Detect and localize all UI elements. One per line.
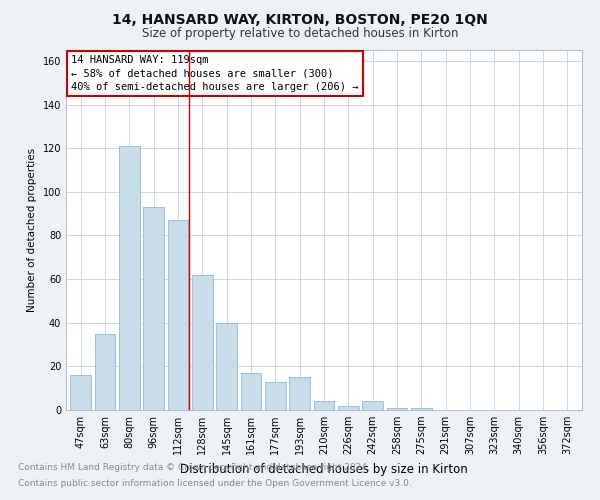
Bar	[192, 274, 212, 410]
Bar	[289, 378, 310, 410]
Bar	[241, 373, 262, 410]
Bar	[314, 402, 334, 410]
Text: Contains HM Land Registry data © Crown copyright and database right 2024.: Contains HM Land Registry data © Crown c…	[18, 464, 370, 472]
Text: 14, HANSARD WAY, KIRTON, BOSTON, PE20 1QN: 14, HANSARD WAY, KIRTON, BOSTON, PE20 1Q…	[112, 12, 488, 26]
Bar	[167, 220, 188, 410]
Bar	[143, 207, 164, 410]
Y-axis label: Number of detached properties: Number of detached properties	[27, 148, 37, 312]
Bar	[70, 375, 91, 410]
Bar	[119, 146, 140, 410]
Bar	[95, 334, 115, 410]
Bar	[411, 408, 432, 410]
Bar	[386, 408, 407, 410]
Text: Contains public sector information licensed under the Open Government Licence v3: Contains public sector information licen…	[18, 478, 412, 488]
Text: Size of property relative to detached houses in Kirton: Size of property relative to detached ho…	[142, 28, 458, 40]
Bar	[216, 322, 237, 410]
X-axis label: Distribution of detached houses by size in Kirton: Distribution of detached houses by size …	[180, 462, 468, 475]
Bar	[265, 382, 286, 410]
Bar	[362, 402, 383, 410]
Bar	[338, 406, 359, 410]
Text: 14 HANSARD WAY: 119sqm
← 58% of detached houses are smaller (300)
40% of semi-de: 14 HANSARD WAY: 119sqm ← 58% of detached…	[71, 56, 359, 92]
